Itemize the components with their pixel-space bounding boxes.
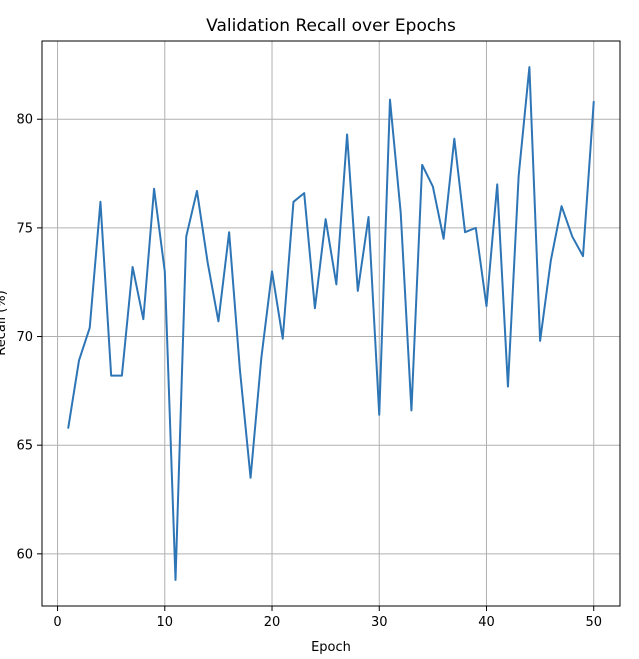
x-tick-label: 30 [371,615,388,630]
x-tick-label: 50 [585,615,602,630]
series-line [67,66,595,581]
series-layer [67,66,595,581]
x-tick-label: 0 [53,615,61,630]
y-tick-label: 75 [16,221,33,236]
y-tick-label: 70 [16,330,33,345]
plot-frame [41,40,621,607]
x-tick-label: 20 [264,615,281,630]
x-tick-label: 40 [478,615,495,630]
y-tick-label: 65 [16,439,33,454]
chart-title: Validation Recall over Epochs [206,16,456,36]
x-tick-label: 10 [157,615,174,630]
y-tick-label: 80 [16,113,33,128]
axis-ticks: 0 10 20 30 40 50 60 65 70 75 80 [16,113,602,630]
grid [42,41,620,606]
y-tick-label: 60 [16,547,33,562]
y-axis-label: Recall (%) [0,290,9,355]
x-axis-label: Epoch [311,640,351,655]
